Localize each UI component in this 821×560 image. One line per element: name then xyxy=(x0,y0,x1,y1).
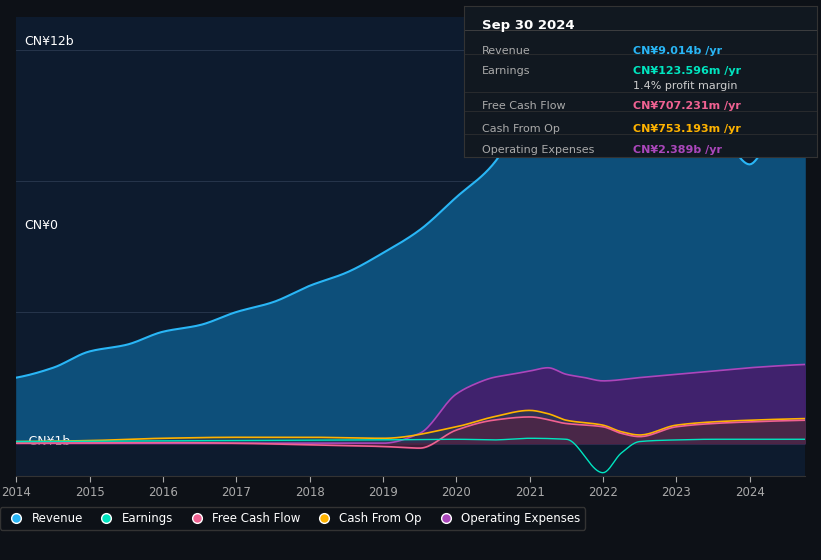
Text: Revenue: Revenue xyxy=(481,46,530,57)
Text: CN¥753.193m /yr: CN¥753.193m /yr xyxy=(633,124,741,133)
Text: CN¥707.231m /yr: CN¥707.231m /yr xyxy=(633,101,741,111)
Text: CN¥0: CN¥0 xyxy=(25,219,58,232)
Text: CN¥123.596m /yr: CN¥123.596m /yr xyxy=(633,66,741,76)
Text: Cash From Op: Cash From Op xyxy=(481,124,559,133)
Text: Operating Expenses: Operating Expenses xyxy=(481,144,594,155)
Text: CN¥12b: CN¥12b xyxy=(25,35,74,48)
Text: CN¥2.389b /yr: CN¥2.389b /yr xyxy=(633,144,722,155)
Text: Earnings: Earnings xyxy=(481,66,530,76)
Text: Free Cash Flow: Free Cash Flow xyxy=(481,101,565,111)
Text: Sep 30 2024: Sep 30 2024 xyxy=(481,19,574,32)
Legend: Revenue, Earnings, Free Cash Flow, Cash From Op, Operating Expenses: Revenue, Earnings, Free Cash Flow, Cash … xyxy=(0,507,585,530)
Text: -CN¥1b: -CN¥1b xyxy=(25,435,71,448)
Text: CN¥9.014b /yr: CN¥9.014b /yr xyxy=(633,46,722,57)
Text: 1.4% profit margin: 1.4% profit margin xyxy=(633,81,738,91)
